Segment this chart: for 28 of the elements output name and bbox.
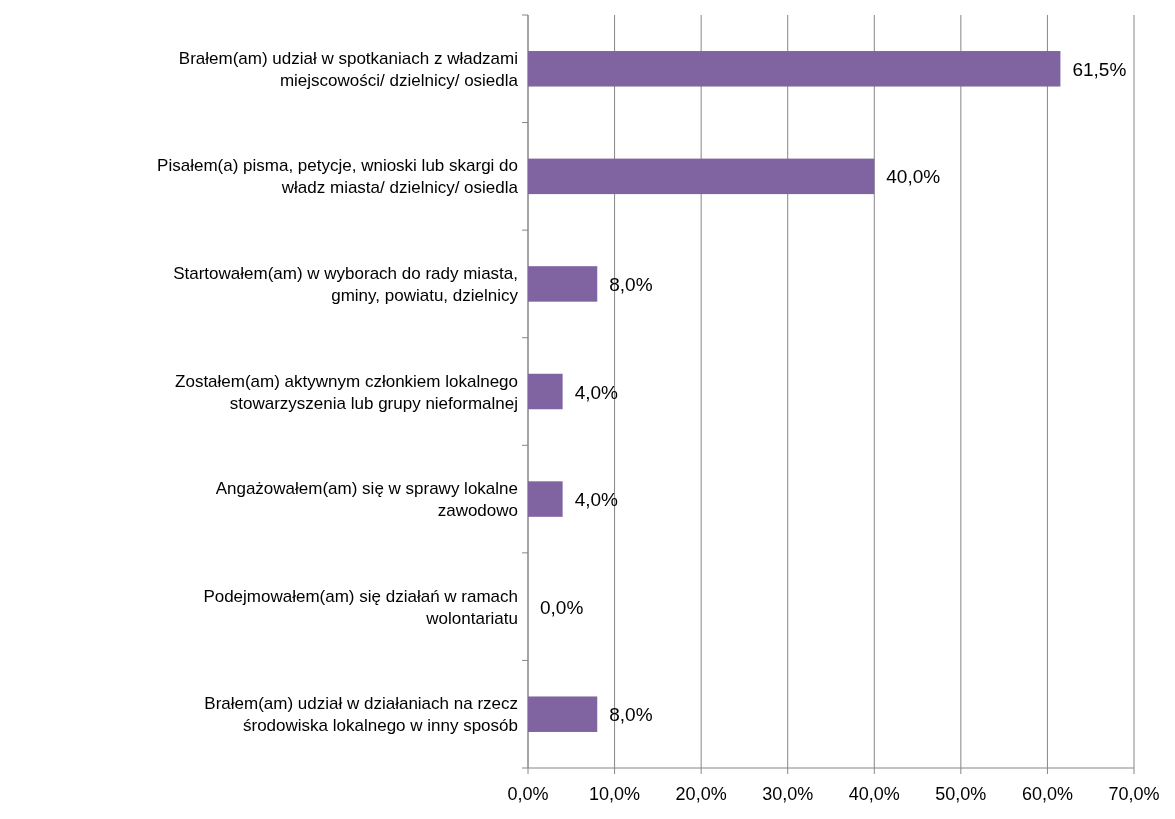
y-tick-label: Startowałem(am) w wyborach do rady miasta, gminy, powiatu, dzielnicy (173, 263, 519, 305)
x-tick-label: 10,0% (589, 784, 641, 804)
x-tick-label: 50,0% (935, 784, 987, 804)
y-tick-label: Zostałem(am) aktywnym członkiem lokalnego stowarzyszenia lub grupy nieformalnej (175, 371, 518, 413)
bar (528, 51, 1061, 87)
y-tick-label: Podejmowałem(am) się działań w ramach wolontariatu (203, 586, 518, 628)
data-label: 8,0% (609, 704, 653, 726)
bar (528, 266, 598, 302)
bar (528, 481, 563, 517)
data-label: 8,0% (609, 273, 653, 295)
bar (528, 373, 563, 410)
data-label: 4,0% (574, 489, 619, 511)
x-tick-label: 30,0% (762, 784, 814, 804)
data-label: 61,5% (1072, 58, 1127, 80)
y-tick-label: Angażowałem(am) się w sprawy lokalne zawodowo (215, 479, 518, 521)
x-tick-label: 70,0% (1108, 784, 1160, 804)
y-tick-label: Brałem(am) udział w działaniach na rzecz środowiska lokalnego w inny sposób (204, 694, 518, 736)
x-tick-label: 40,0% (848, 784, 900, 804)
data-label: 40,0% (886, 166, 941, 188)
y-tick-label: Brałem(am) udział w spotkaniach z władzami miejscowości/ dzielnicy/ osiedla (178, 48, 519, 90)
x-tick-label: 0,0% (507, 784, 549, 804)
data-label: 4,0% (574, 381, 619, 403)
x-tick-label: 20,0% (675, 784, 727, 804)
bar (528, 696, 598, 732)
x-tick-label: 60,0% (1021, 784, 1073, 804)
data-label: 0,0% (540, 596, 584, 618)
y-tick-label: Pisałem(a) pisma, petycje, wnioski lub skargi do władz miasta/ dzielnicy/ osiedla (157, 156, 519, 198)
bar (528, 158, 875, 195)
